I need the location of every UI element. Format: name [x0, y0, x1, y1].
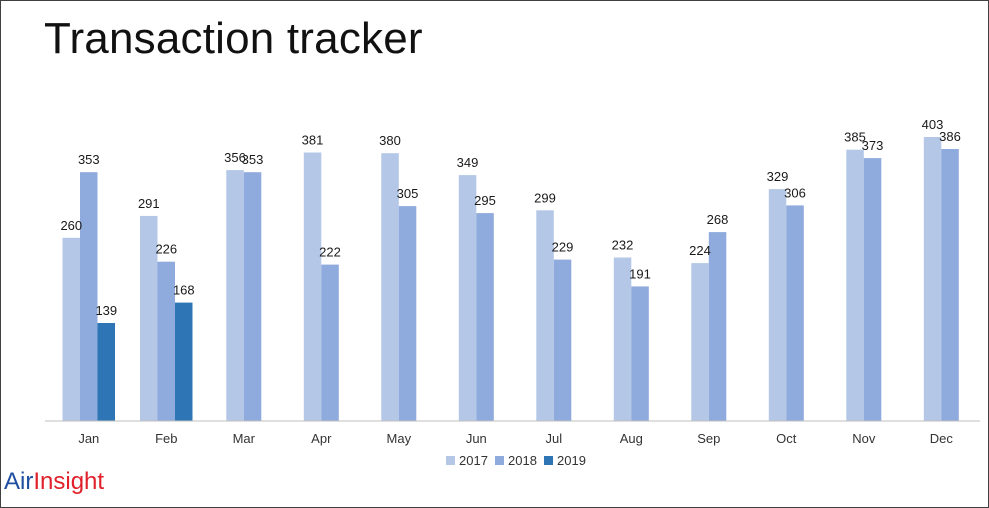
bar-2018-jan	[80, 172, 98, 421]
legend-swatch-2017	[446, 456, 455, 465]
data-label-2019-jan: 139	[95, 303, 117, 318]
bar-2018-mar	[243, 172, 262, 421]
data-label-2018-apr: 222	[319, 245, 341, 260]
data-label-2017-dec: 403	[922, 117, 944, 132]
data-label-2018-mar: 353	[242, 152, 264, 167]
bar-2017-jan	[62, 237, 80, 421]
x-tick-label-aug: Aug	[620, 431, 643, 446]
bar-2017-sep	[691, 263, 709, 421]
data-label-2017-aug: 232	[612, 238, 634, 253]
data-label-2018-dec: 386	[939, 129, 961, 144]
x-tick-label-jun: Jun	[466, 431, 487, 446]
legend: 2017 2018 2019	[446, 453, 586, 468]
logo-part-insight: Insight	[33, 468, 105, 495]
bar-2018-sep	[708, 232, 727, 421]
legend-swatch-2018	[495, 456, 504, 465]
data-label-2018-sep: 268	[707, 212, 729, 227]
bar-2017-may	[381, 153, 399, 421]
bar-2018-may	[398, 206, 417, 421]
data-label-2018-nov: 373	[862, 138, 884, 153]
bar-2018-dec	[941, 149, 959, 421]
data-label-2018-jul: 229	[552, 240, 574, 255]
bar-2017-jun	[458, 175, 477, 421]
bar-2017-feb	[140, 215, 158, 421]
logo-part-air: Air	[4, 468, 34, 495]
data-label-2017-jan: 260	[60, 218, 82, 233]
data-label-2018-oct: 306	[784, 185, 806, 200]
data-labels-layer: 2603531392912261683563533812223803053492…	[60, 117, 960, 318]
x-tick-label-jan: Jan	[78, 431, 99, 446]
x-tick-label-apr: Apr	[311, 431, 332, 446]
x-tick-label-oct: Oct	[776, 431, 797, 446]
legend-label-2018: 2018	[508, 453, 537, 468]
airinsight-logo: AirInsight	[4, 468, 104, 496]
data-label-2017-sep: 224	[689, 243, 711, 258]
data-label-2019-feb: 168	[173, 283, 195, 298]
data-label-2017-oct: 329	[767, 169, 789, 184]
data-label-2017-jul: 299	[534, 190, 556, 205]
data-label-2018-jan: 353	[78, 152, 100, 167]
bar-2019-jan	[97, 323, 115, 421]
bar-2018-feb	[157, 261, 175, 421]
x-tick-label-mar: Mar	[233, 431, 256, 446]
legend-swatch-2019	[544, 456, 553, 465]
data-label-2017-jun: 349	[457, 155, 479, 170]
x-tick-label-sep: Sep	[697, 431, 720, 446]
data-label-2018-aug: 191	[629, 266, 651, 281]
bar-2018-jun	[476, 213, 494, 421]
x-tick-labels: Jan Feb Mar Apr May Jun Jul Aug Sep Oct Nov Dec	[78, 431, 953, 446]
bar-2018-jul	[553, 259, 572, 421]
bar-2017-oct	[768, 189, 787, 421]
data-label-2018-feb: 226	[155, 242, 177, 257]
bar-2018-nov	[863, 158, 882, 421]
x-tick-label-feb: Feb	[155, 431, 177, 446]
x-tick-label-jul: Jul	[545, 431, 562, 446]
bar-2018-oct	[786, 205, 804, 421]
bar-2017-dec	[923, 137, 942, 421]
data-label-2017-apr: 381	[302, 133, 324, 148]
bar-2018-apr	[321, 264, 339, 421]
page-title: Transaction tracker	[44, 14, 423, 63]
legend-label-2019: 2019	[557, 453, 586, 468]
bars-layer	[62, 137, 959, 421]
data-label-2017-nov: 385	[844, 130, 866, 145]
bar-2018-aug	[631, 286, 649, 421]
bar-2019-feb	[175, 302, 193, 421]
bar-2017-apr	[303, 152, 322, 421]
bar-2017-jul	[536, 210, 554, 421]
legend-label-2017: 2017	[459, 453, 488, 468]
data-label-2017-may: 380	[379, 133, 401, 148]
data-label-2017-mar: 356	[224, 150, 246, 165]
x-tick-label-may: May	[387, 431, 412, 446]
bar-2017-nov	[846, 149, 864, 421]
data-label-2018-may: 305	[397, 186, 419, 201]
data-label-2017-feb: 291	[138, 196, 160, 211]
data-label-2018-jun: 295	[474, 193, 496, 208]
bar-2017-mar	[226, 170, 244, 421]
x-tick-label-dec: Dec	[930, 431, 954, 446]
x-tick-label-nov: Nov	[852, 431, 876, 446]
bar-2017-aug	[613, 257, 632, 421]
